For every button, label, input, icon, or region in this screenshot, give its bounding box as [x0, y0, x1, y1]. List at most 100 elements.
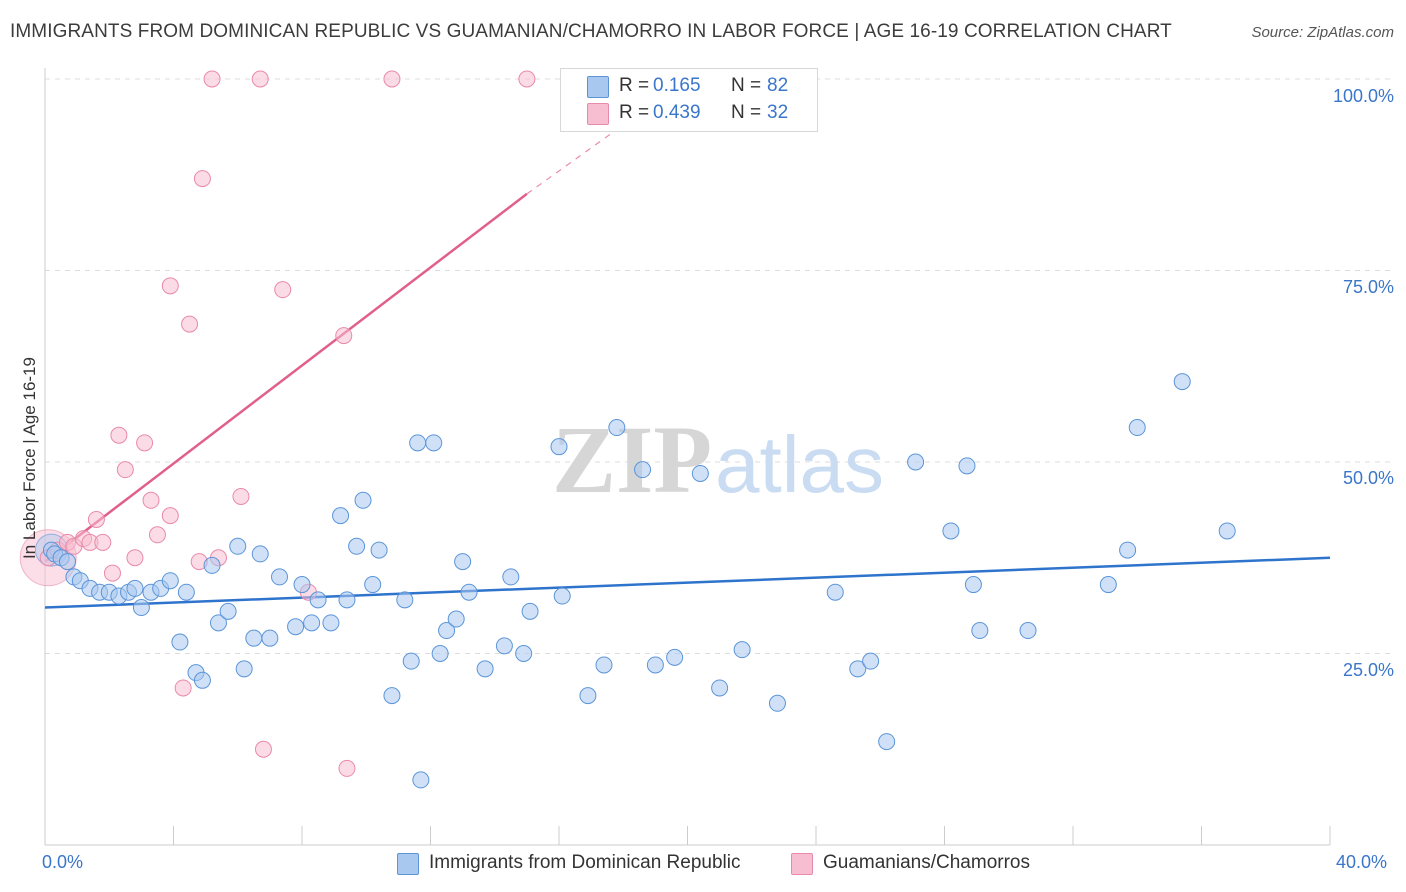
data-point-dominican: [634, 461, 652, 479]
data-point-dominican: [579, 687, 597, 705]
data-point-dominican: [1128, 419, 1146, 437]
data-point-dominican: [235, 660, 253, 678]
data-point-dominican: [550, 438, 568, 456]
legend-n-label: N =: [731, 75, 762, 96]
data-point-guamanian: [174, 679, 192, 697]
data-point-dominican: [322, 614, 340, 632]
data-point-dominican: [1173, 373, 1191, 391]
data-point-guamanian: [518, 70, 536, 88]
data-point-dominican: [515, 645, 533, 662]
data-point-guamanian: [274, 281, 292, 299]
axes: [44, 68, 1331, 846]
x-tick-min: 0.0%: [42, 852, 84, 872]
correlation-legend: R = 0.165 N = 82 R = 0.439 N = 32: [560, 68, 818, 132]
data-point-dominican: [595, 656, 613, 674]
watermark-zip: ZIP: [552, 406, 712, 513]
data-point-dominican: [826, 583, 844, 601]
data-points: [19, 70, 1236, 789]
data-point-dominican: [177, 583, 195, 601]
data-point-dominican: [942, 522, 960, 540]
data-point-guamanian: [110, 426, 128, 444]
data-point-guamanian: [338, 759, 356, 777]
data-point-dominican: [245, 629, 263, 647]
data-point-dominican: [553, 587, 571, 605]
legend-r-label: R =: [619, 102, 650, 123]
data-point-dominican: [1218, 522, 1236, 540]
data-point-dominican: [849, 660, 867, 678]
data-point-guamanian: [103, 564, 121, 582]
data-point-dominican: [1019, 622, 1037, 640]
legend-r-value: 0.439: [653, 102, 701, 123]
legend-swatch-blue: [587, 76, 609, 98]
data-point-dominican: [309, 591, 327, 609]
data-point-dominican: [203, 556, 221, 574]
data-point-dominican: [691, 464, 709, 482]
legend-n-label: N =: [731, 102, 762, 123]
data-point-guamanian: [126, 549, 144, 567]
data-point-guamanian: [254, 740, 272, 758]
trend-line-dominican: [44, 556, 1331, 609]
data-point-dominican: [862, 652, 880, 670]
data-point-dominican: [402, 652, 420, 670]
y-tick-100: 100.0%: [1332, 86, 1394, 106]
data-point-dominican: [608, 419, 626, 437]
watermark: ZIP atlas: [552, 406, 884, 513]
data-point-dominican: [964, 576, 982, 594]
data-point-dominican: [193, 671, 211, 689]
data-point-dominican: [971, 622, 989, 640]
data-point-dominican: [646, 656, 664, 674]
data-point-guamanian: [142, 491, 160, 509]
bottom-legend-label: Immigrants from Dominican Republic: [429, 852, 741, 873]
bottom-legend-swatch-pink: [791, 853, 813, 875]
legend-n-value: 82: [767, 75, 789, 96]
data-point-dominican: [495, 637, 513, 655]
data-point-dominican: [171, 633, 189, 651]
chart-title: IMMIGRANTS FROM DOMINICAN REPUBLIC VS GU…: [10, 21, 1172, 42]
data-point-dominican: [502, 568, 520, 586]
data-point-dominican: [287, 618, 305, 636]
data-point-dominican: [209, 614, 227, 632]
legend-n-value: 32: [767, 102, 789, 123]
data-point-dominican: [370, 541, 388, 559]
data-point-guamanian: [136, 434, 154, 452]
data-point-dominican: [58, 553, 76, 571]
data-point-dominican: [364, 576, 382, 594]
data-point-dominican: [460, 583, 478, 601]
legend-r-label: R =: [619, 75, 650, 96]
data-point-guamanian: [87, 510, 105, 528]
data-point-dominican: [431, 645, 449, 662]
data-point-guamanian: [335, 327, 353, 345]
data-point-guamanian: [181, 315, 199, 333]
data-point-dominican: [251, 545, 269, 563]
data-point-dominican: [348, 537, 366, 555]
data-point-guamanian: [251, 70, 269, 88]
data-point-dominican: [409, 434, 427, 452]
data-point-guamanian: [232, 487, 250, 505]
watermark-atlas: atlas: [715, 420, 884, 509]
data-point-dominican: [447, 610, 465, 628]
data-point-dominican: [521, 602, 539, 620]
data-point-dominican: [293, 576, 311, 594]
x-tick-max: 40.0%: [1336, 852, 1388, 872]
data-point-dominican: [132, 599, 150, 617]
data-point-guamanian: [148, 526, 166, 544]
source-label: Source: ZipAtlas.com: [1251, 24, 1394, 41]
data-point-dominican: [1119, 541, 1137, 559]
data-point-dominican: [768, 694, 786, 712]
y-tick-75: 75.0%: [1342, 277, 1394, 297]
data-point-dominican: [733, 641, 751, 659]
trend-lines: [44, 110, 1331, 609]
data-point-guamanian: [161, 507, 179, 525]
data-point-guamanian: [161, 277, 179, 295]
y-tick-50: 50.0%: [1342, 468, 1394, 488]
data-point-dominican: [666, 648, 684, 666]
data-point-dominican: [878, 733, 896, 751]
data-point-guamanian: [383, 70, 401, 88]
legend-swatch-pink: [587, 103, 609, 125]
data-point-dominican: [1099, 576, 1117, 594]
data-point-dominican: [711, 679, 729, 697]
data-point-dominican: [438, 622, 456, 640]
data-point-dominican: [338, 591, 356, 609]
data-point-guamanian: [116, 461, 134, 479]
